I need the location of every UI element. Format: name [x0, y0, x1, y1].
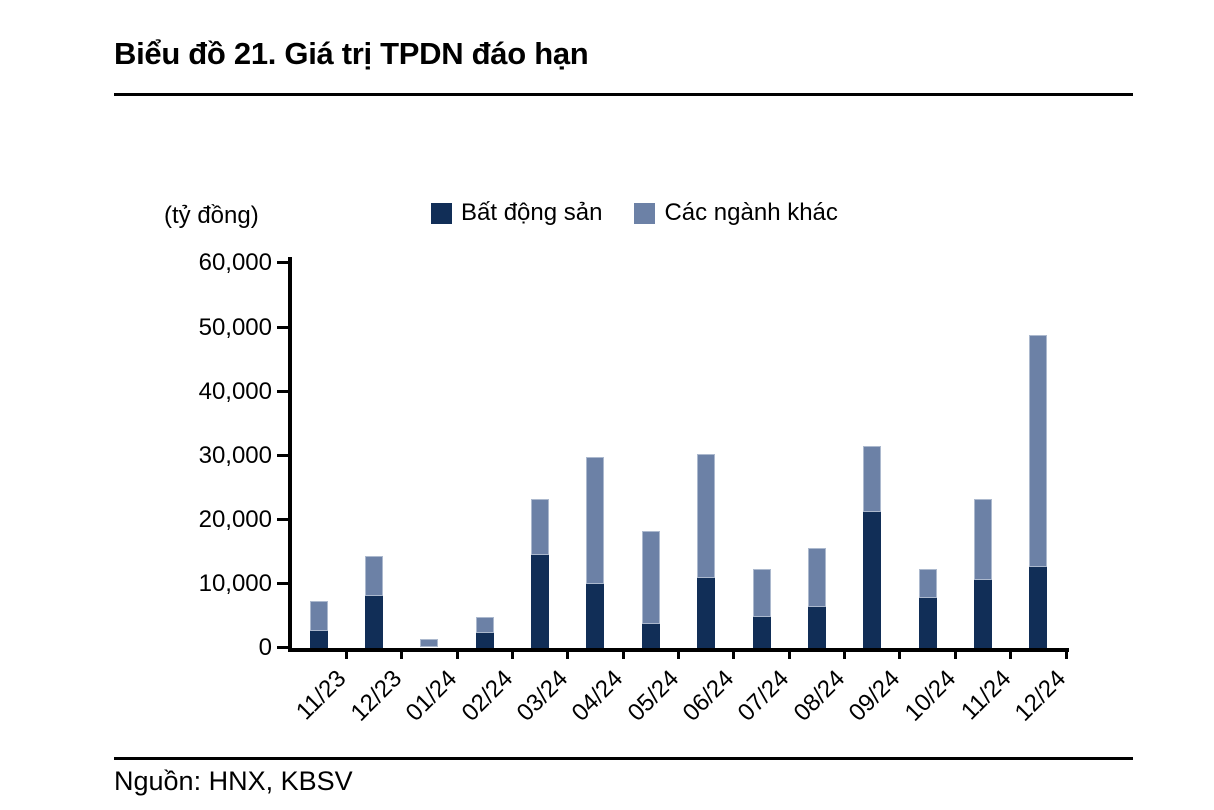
- x-tick-mark: [843, 651, 847, 659]
- x-axis-label: 02/24: [456, 665, 518, 727]
- bar-segment-other-sectors: [586, 457, 605, 585]
- bar-segment-other-sectors: [1029, 334, 1048, 568]
- bar-segment-real-estate: [365, 595, 384, 652]
- x-tick-mark: [1009, 651, 1013, 659]
- bar-segment-real-estate: [1029, 567, 1048, 652]
- legend-item-real-estate: Bất động sản: [431, 199, 602, 227]
- bar-segment-real-estate: [697, 578, 716, 652]
- x-tick-mark: [787, 651, 791, 659]
- y-tick-mark: [277, 517, 289, 521]
- x-tick-mark: [566, 651, 570, 659]
- x-axis-label: 04/24: [566, 665, 629, 727]
- x-axis-label: 12/24: [1009, 665, 1072, 727]
- x-tick-mark: [677, 651, 680, 659]
- x-axis-label: 07/24: [733, 665, 795, 727]
- x-tick-mark: [621, 651, 625, 659]
- bar-segment-real-estate: [807, 607, 826, 652]
- y-tick-mark: [277, 389, 289, 393]
- x-axis-label: 09/24: [843, 665, 906, 727]
- legend-swatch-other-sectors: [634, 202, 656, 224]
- bar-segment-real-estate: [918, 597, 937, 652]
- y-tick-label: 40,000: [198, 377, 272, 405]
- y-tick-mark: [277, 261, 289, 265]
- bar-segment-real-estate: [752, 616, 771, 652]
- y-tick-mark: [277, 453, 289, 457]
- x-axis-label: 11/24: [955, 665, 1017, 726]
- bar-segment-real-estate: [641, 623, 660, 652]
- bar-segment-other-sectors: [475, 616, 494, 634]
- x-axis-label: 11/23: [291, 665, 352, 726]
- bar-segment-other-sectors: [863, 446, 882, 512]
- bar-segment-other-sectors: [697, 453, 716, 579]
- x-axis-label: 01/24: [400, 665, 463, 727]
- y-tick-mark: [277, 646, 289, 649]
- bar-segment-real-estate: [863, 511, 882, 652]
- y-tick-mark: [277, 325, 289, 329]
- x-axis-label: 03/24: [511, 665, 574, 727]
- x-tick-mark: [953, 651, 957, 659]
- chart-title: Biểu đồ 21. Giá trị TPDN đáo hạn: [114, 36, 589, 71]
- bar-segment-other-sectors: [752, 569, 771, 617]
- title-underline: [114, 93, 1133, 96]
- y-axis-unit-label: (tỷ đồng): [164, 202, 259, 229]
- bar-segment-other-sectors: [365, 556, 384, 596]
- bar-segment-other-sectors: [531, 499, 550, 556]
- y-tick-label: 0: [258, 634, 272, 661]
- y-tick-mark: [277, 581, 289, 585]
- x-axis-label: 12/23: [345, 665, 408, 727]
- bar-segment-other-sectors: [309, 601, 328, 632]
- y-tick-label: 20,000: [198, 505, 272, 533]
- legend-label-other-sectors: Các ngành khác: [664, 199, 838, 226]
- x-tick-mark: [732, 651, 736, 659]
- x-axis-label: 06/24: [677, 665, 740, 727]
- y-tick-label: 60,000: [198, 249, 272, 277]
- x-axis-label: 08/24: [788, 665, 850, 727]
- y-tick-label: 10,000: [198, 569, 272, 597]
- x-axis-label: 10/24: [899, 665, 961, 727]
- x-tick-mark: [510, 651, 514, 659]
- legend: Bất động sản Các ngành khác: [431, 199, 838, 227]
- bar-segment-real-estate: [586, 584, 605, 652]
- legend-item-other-sectors: Các ngành khác: [634, 199, 838, 227]
- x-tick-mark: [344, 651, 348, 659]
- source-text: Nguồn: HNX, KBSV: [114, 766, 353, 796]
- x-tick-mark: [400, 651, 404, 659]
- bar-segment-other-sectors: [807, 547, 826, 608]
- x-tick-mark: [455, 651, 459, 659]
- x-tick-mark: [898, 651, 902, 659]
- bar-segment-other-sectors: [973, 498, 992, 581]
- x-axis-label: 05/24: [622, 665, 684, 727]
- bar-segment-other-sectors: [641, 531, 660, 624]
- legend-swatch-real-estate: [431, 202, 452, 224]
- source-divider-line: [114, 757, 1133, 760]
- bar-segment-real-estate: [973, 580, 992, 652]
- y-tick-label: 50,000: [198, 313, 272, 341]
- x-axis-line: [288, 648, 1069, 652]
- x-tick-mark: [1064, 651, 1068, 659]
- bar-segment-other-sectors: [420, 639, 439, 648]
- y-axis-line: [288, 257, 292, 652]
- bar-segment-real-estate: [475, 633, 494, 652]
- y-tick-label: 30,000: [198, 441, 272, 469]
- bar-segment-other-sectors: [918, 568, 937, 598]
- bar-segment-real-estate: [309, 631, 328, 652]
- legend-label-real-estate: Bất động sản: [461, 199, 603, 226]
- bar-segment-real-estate: [531, 555, 550, 652]
